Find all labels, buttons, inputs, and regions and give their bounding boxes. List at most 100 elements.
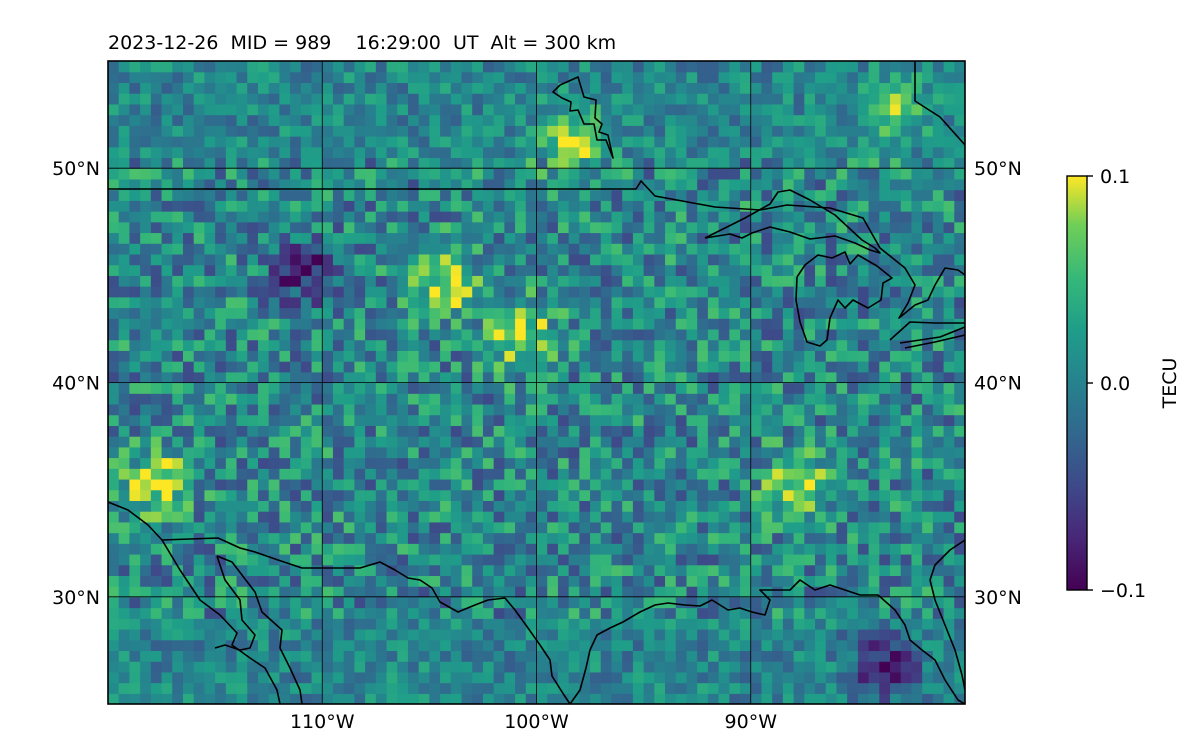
- baja-inner-coast: [214, 555, 256, 651]
- tec-cell: [343, 136, 355, 148]
- tec-cell: [450, 382, 463, 394]
- tec-cell: [161, 318, 173, 330]
- tec-cell: [718, 371, 730, 384]
- tec-cell: [407, 211, 420, 223]
- tec-cell: [622, 628, 634, 641]
- tec-cell: [825, 511, 838, 523]
- tec-cell: [354, 103, 366, 116]
- tec-cell: [804, 93, 816, 105]
- tec-cell: [108, 178, 120, 191]
- tec-cell: [386, 371, 398, 384]
- tec-cell: [268, 436, 280, 448]
- tec-cell: [440, 457, 452, 469]
- tec-cell: [643, 553, 655, 566]
- tec-cell: [386, 521, 398, 534]
- tec-cell: [697, 275, 709, 287]
- tec-cell: [108, 125, 120, 137]
- tec-cell: [429, 436, 441, 448]
- tec-cell: [525, 82, 538, 94]
- tec-cell: [375, 543, 388, 555]
- tec-cell: [397, 607, 409, 619]
- tec-cell: [332, 264, 345, 276]
- tec-cell: [118, 136, 131, 148]
- tec-cell: [193, 489, 206, 501]
- tec-cell: [440, 414, 452, 426]
- tec-cell: [311, 125, 323, 137]
- tec-cell: [515, 296, 527, 309]
- tec-cell: [557, 296, 570, 309]
- tec-cell: [332, 661, 345, 673]
- tec-cell: [140, 200, 152, 212]
- tec-cell: [418, 414, 430, 426]
- tec-cell: [729, 339, 741, 351]
- tec-cell: [568, 157, 580, 169]
- tec-cell: [118, 553, 131, 566]
- tec-cell: [857, 189, 870, 201]
- tec-cell: [772, 93, 784, 105]
- tec-cell: [493, 393, 505, 405]
- tec-cell: [247, 446, 259, 459]
- tec-cell: [622, 650, 634, 662]
- tec-cell: [579, 671, 591, 684]
- tec-cell: [654, 693, 666, 704]
- tec-cell: [247, 136, 259, 148]
- tec-cell: [407, 500, 420, 512]
- tec-cell: [397, 318, 409, 330]
- tec-cell: [750, 371, 763, 384]
- tec-cell: [782, 586, 795, 598]
- tec-cell: [108, 425, 120, 437]
- tec-cell: [740, 532, 752, 544]
- tec-cell: [515, 650, 527, 662]
- tec-cell: [375, 350, 388, 362]
- tec-cell: [557, 264, 570, 276]
- tec-cell: [118, 661, 131, 673]
- tec-cell: [440, 286, 452, 298]
- tec-cell: [900, 307, 913, 319]
- tec-cell: [407, 393, 420, 405]
- tec-cell: [129, 328, 141, 341]
- tec-cell: [718, 607, 730, 619]
- tec-cell: [654, 521, 666, 534]
- tec-cell: [429, 521, 441, 534]
- tec-cell: [932, 693, 945, 704]
- tec-cell: [279, 425, 291, 437]
- tec-cell: [857, 82, 870, 94]
- tec-cell: [161, 382, 173, 394]
- tec-cell: [150, 564, 163, 576]
- tec-cell: [429, 157, 441, 169]
- tec-cell: [793, 221, 805, 234]
- tec-cell: [611, 146, 623, 159]
- tec-cell: [611, 136, 623, 148]
- tec-cell: [579, 414, 591, 426]
- tec-cell: [150, 125, 163, 137]
- tec-cell: [386, 232, 398, 244]
- tec-cell: [761, 168, 773, 180]
- tec-cell: [322, 307, 334, 319]
- tec-cell: [365, 521, 377, 534]
- tec-cell: [440, 543, 452, 555]
- tec-cell: [954, 189, 965, 201]
- tec-cell: [579, 543, 591, 555]
- tec-cell: [386, 446, 398, 459]
- tec-cell: [172, 178, 184, 191]
- tec-cell: [750, 543, 763, 555]
- tec-cell: [922, 82, 934, 94]
- tec-cell: [568, 371, 580, 384]
- tec-cell: [772, 414, 784, 426]
- tec-cell: [118, 403, 131, 416]
- tec-cell: [772, 361, 784, 373]
- tec-cell: [750, 446, 763, 459]
- tec-cell: [932, 350, 945, 362]
- tec-cell: [740, 607, 752, 619]
- tec-cell: [890, 693, 902, 704]
- tec-cell: [300, 103, 313, 116]
- tec-cell: [257, 468, 270, 480]
- tec-cell: [375, 586, 388, 598]
- tec-cell: [847, 382, 859, 394]
- tec-cell: [900, 82, 913, 94]
- tec-cell: [750, 553, 763, 566]
- tec-cell: [332, 436, 345, 448]
- tec-cell: [590, 521, 602, 534]
- tec-cell: [440, 371, 452, 384]
- tec-cell: [343, 211, 355, 223]
